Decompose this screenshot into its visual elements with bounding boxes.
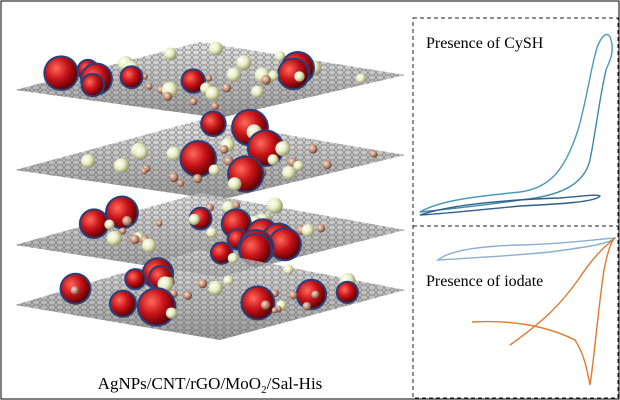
- small-particle: [177, 180, 184, 187]
- small-particle: [198, 279, 207, 288]
- molybdenum-oxide-particle: [228, 253, 239, 264]
- caption: AgNPs/CNT/rGO/MoO2/Sal-His: [98, 374, 323, 396]
- page: AgNPs/CNT/rGO/MoO2/Sal-His Presence of C…: [0, 0, 620, 400]
- cv-curve: [420, 34, 612, 212]
- small-particle: [261, 300, 270, 309]
- molybdenum-oxide-particle: [114, 158, 129, 173]
- molybdenum-oxide-particle: [302, 224, 315, 237]
- molybdenum-oxide-particle: [134, 145, 148, 159]
- molybdenum-oxide-particle: [283, 264, 293, 274]
- molybdenum-oxide-particle: [81, 154, 95, 168]
- layered-structure: [15, 42, 405, 340]
- molybdenum-oxide-particle: [228, 177, 241, 190]
- small-particle: [261, 75, 271, 85]
- small-particle: [119, 228, 126, 235]
- molybdenum-oxide-particle: [267, 198, 283, 214]
- silver-nanoparticle: [111, 292, 135, 316]
- molybdenum-oxide-particle: [209, 164, 220, 175]
- small-particle: [193, 174, 202, 183]
- small-particle: [130, 235, 140, 245]
- small-particle: [141, 168, 147, 174]
- small-particle: [122, 216, 132, 226]
- cv-curve: [420, 195, 600, 215]
- small-particle: [370, 150, 377, 157]
- molybdenum-oxide-particle: [166, 308, 177, 319]
- cv-curves-bottom: [438, 238, 615, 385]
- small-particle: [219, 145, 228, 154]
- caption-text: AgNPs/CNT/rGO/MoO: [98, 374, 261, 393]
- molybdenum-oxide-particle: [208, 281, 222, 295]
- small-particle: [311, 291, 319, 299]
- molybdenum-oxide-particle: [223, 275, 233, 285]
- silver-nanoparticle: [83, 75, 103, 95]
- molybdenum-oxide-particle: [282, 166, 296, 180]
- cv-curves-top: [420, 34, 612, 215]
- small-particle: [302, 302, 311, 311]
- small-particle: [272, 307, 278, 313]
- silver-nanoparticle: [139, 289, 175, 325]
- small-particle: [183, 291, 192, 300]
- small-particle: [163, 92, 172, 101]
- graphical-abstract: AgNPs/CNT/rGO/MoO2/Sal-His Presence of C…: [0, 0, 620, 400]
- cv-curve: [472, 238, 615, 385]
- panel-label: Presence of CySH: [426, 35, 544, 52]
- silver-nanoparticle: [338, 283, 357, 302]
- small-particle: [289, 291, 297, 299]
- small-particle: [206, 75, 212, 81]
- molybdenum-oxide-particle: [189, 214, 200, 225]
- molybdenum-oxide-particle: [356, 73, 366, 83]
- molybdenum-oxide-particle: [268, 154, 279, 165]
- silver-nanoparticle: [45, 57, 77, 89]
- panel-label: Presence of iodate: [426, 273, 543, 290]
- silver-nanoparticle: [122, 67, 142, 87]
- molybdenum-oxide-particle: [226, 67, 240, 81]
- small-particle: [190, 98, 198, 106]
- small-particle: [317, 224, 325, 232]
- molybdenum-oxide-particle: [209, 42, 223, 56]
- small-particle: [169, 173, 178, 182]
- molybdenum-oxide-particle: [206, 87, 220, 101]
- molybdenum-oxide-particle: [251, 86, 264, 99]
- silver-nanoparticle: [202, 112, 225, 135]
- molybdenum-oxide-particle: [236, 55, 251, 70]
- molybdenum-oxide-particle: [275, 141, 290, 156]
- small-particle: [156, 220, 163, 227]
- silver-nanoparticle: [81, 210, 108, 237]
- small-particle: [322, 160, 331, 169]
- silver-nanoparticle: [126, 270, 144, 288]
- molybdenum-oxide-particle: [167, 147, 181, 161]
- small-particle: [308, 144, 317, 153]
- small-particle: [71, 286, 79, 294]
- small-particle: [146, 83, 153, 90]
- molybdenum-oxide-particle: [142, 238, 156, 252]
- cv-curve: [438, 238, 615, 260]
- molybdenum-oxide-particle: [206, 227, 216, 237]
- cv-curve: [420, 70, 606, 212]
- molybdenum-oxide-particle: [104, 219, 114, 229]
- molybdenum-oxide-particle: [107, 231, 122, 246]
- small-particle: [211, 102, 219, 110]
- caption-text: /Sal-His: [267, 374, 323, 393]
- molybdenum-oxide-particle: [164, 48, 177, 61]
- molybdenum-oxide-particle: [294, 71, 304, 81]
- small-particle: [222, 84, 231, 93]
